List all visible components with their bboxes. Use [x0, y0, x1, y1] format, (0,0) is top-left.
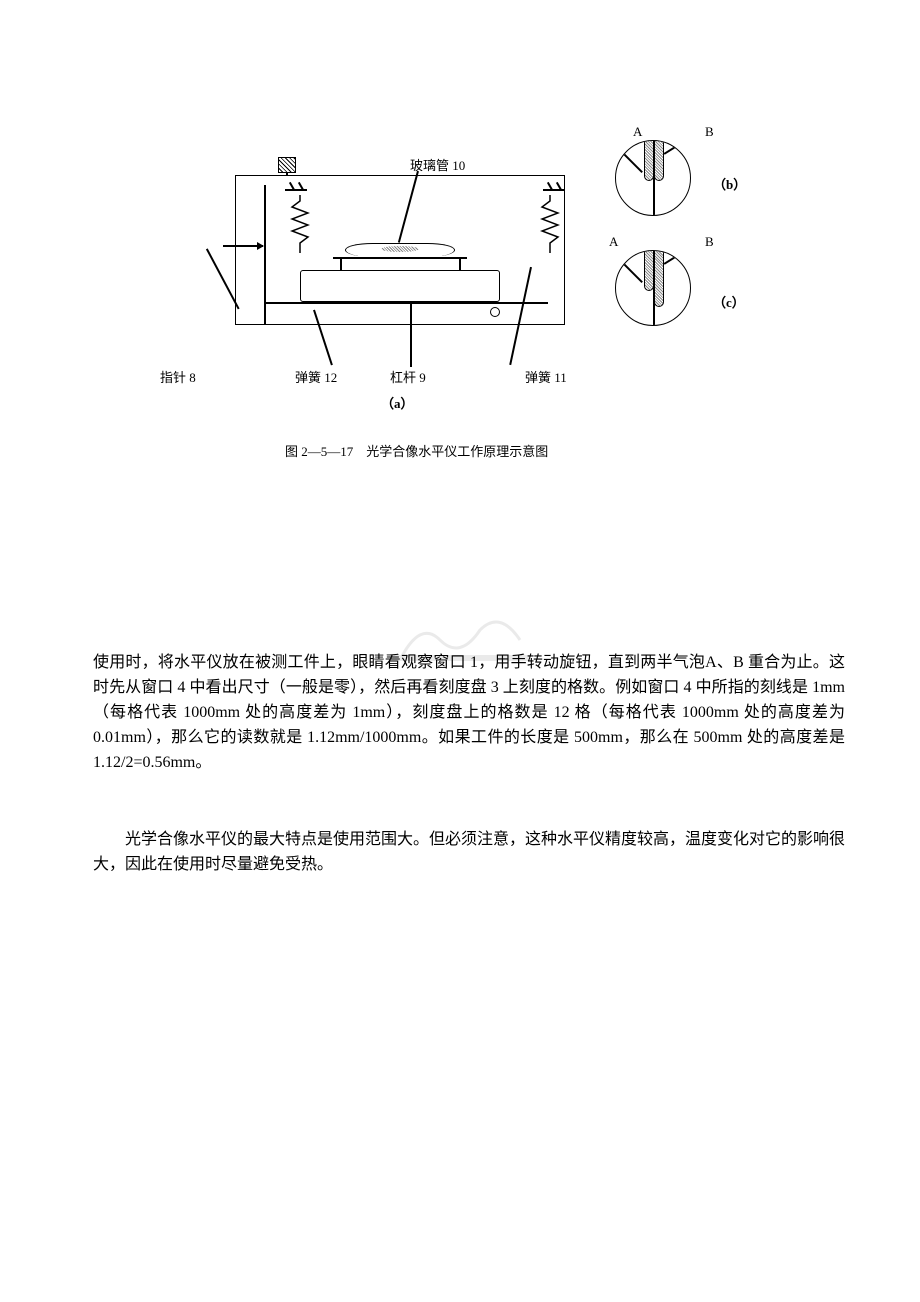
bubble-half-A — [644, 141, 654, 181]
subfigure-label-a: （a） — [381, 393, 414, 412]
tube-platform — [333, 257, 467, 259]
leader-line — [623, 153, 642, 172]
diagram-a-schematic: 玻璃管 10 指针 8 弹簧 12 杠杆 9 弹簧 11 （a） — [205, 135, 605, 405]
paragraph-notes: 光学合像水平仪的最大特点是使用范围大。但必须注意，这种水平仪精度较高，温度变化对… — [93, 827, 845, 877]
pivot-circle — [490, 307, 500, 317]
spring-11-icon — [540, 195, 560, 265]
figure-2-5-17: 玻璃管 10 指针 8 弹簧 12 杠杆 9 弹簧 11 （a） A B （b）… — [145, 135, 785, 465]
label-pointer-8: 指针 8 — [160, 367, 196, 386]
label-spring-11: 弹簧 11 — [525, 367, 567, 386]
subfigure-label-b: （b） — [713, 174, 746, 193]
subfigure-label-c: （c） — [713, 292, 745, 311]
letter-A: A — [633, 124, 642, 140]
platform-leg-left — [340, 257, 342, 270]
paragraph-notes-text: 光学合像水平仪的最大特点是使用范围大。但必须注意，这种水平仪精度较高，温度变化对… — [93, 831, 845, 873]
view-c-offset — [615, 250, 691, 326]
spring-12-icon — [290, 195, 310, 265]
label-spring-12: 弹簧 12 — [295, 367, 337, 386]
left-frame-line — [264, 185, 266, 325]
letter-B: B — [705, 124, 714, 140]
lever-9 — [266, 302, 548, 304]
view-b-aligned — [615, 140, 691, 216]
bubble-half-A — [644, 251, 654, 291]
leader-line — [410, 303, 412, 367]
label-lever-9: 杠杆 9 — [390, 367, 426, 386]
bubble-half-B — [654, 251, 664, 307]
spring-12-anchor — [285, 189, 307, 191]
spring-11-anchor — [543, 189, 565, 191]
glass-tube-10 — [345, 243, 455, 257]
letter-A: A — [609, 234, 618, 250]
figure-caption: 图 2—5—17 光学合像水平仪工作原理示意图 — [285, 441, 548, 460]
leader-line — [664, 140, 691, 154]
letter-B: B — [705, 234, 714, 250]
fixed-anchor-top — [278, 157, 296, 173]
paragraph-usage: 使用时，将水平仪放在被测工件上，眼睛看观察窗口 1，用手转动旋钮，直到两半气泡A… — [93, 650, 845, 775]
base-block — [300, 270, 500, 302]
platform-leg-right — [459, 257, 461, 270]
leader-line — [664, 250, 691, 264]
pointer-8 — [223, 245, 263, 247]
leader-line — [623, 263, 642, 282]
bubble-half-B — [654, 141, 664, 181]
